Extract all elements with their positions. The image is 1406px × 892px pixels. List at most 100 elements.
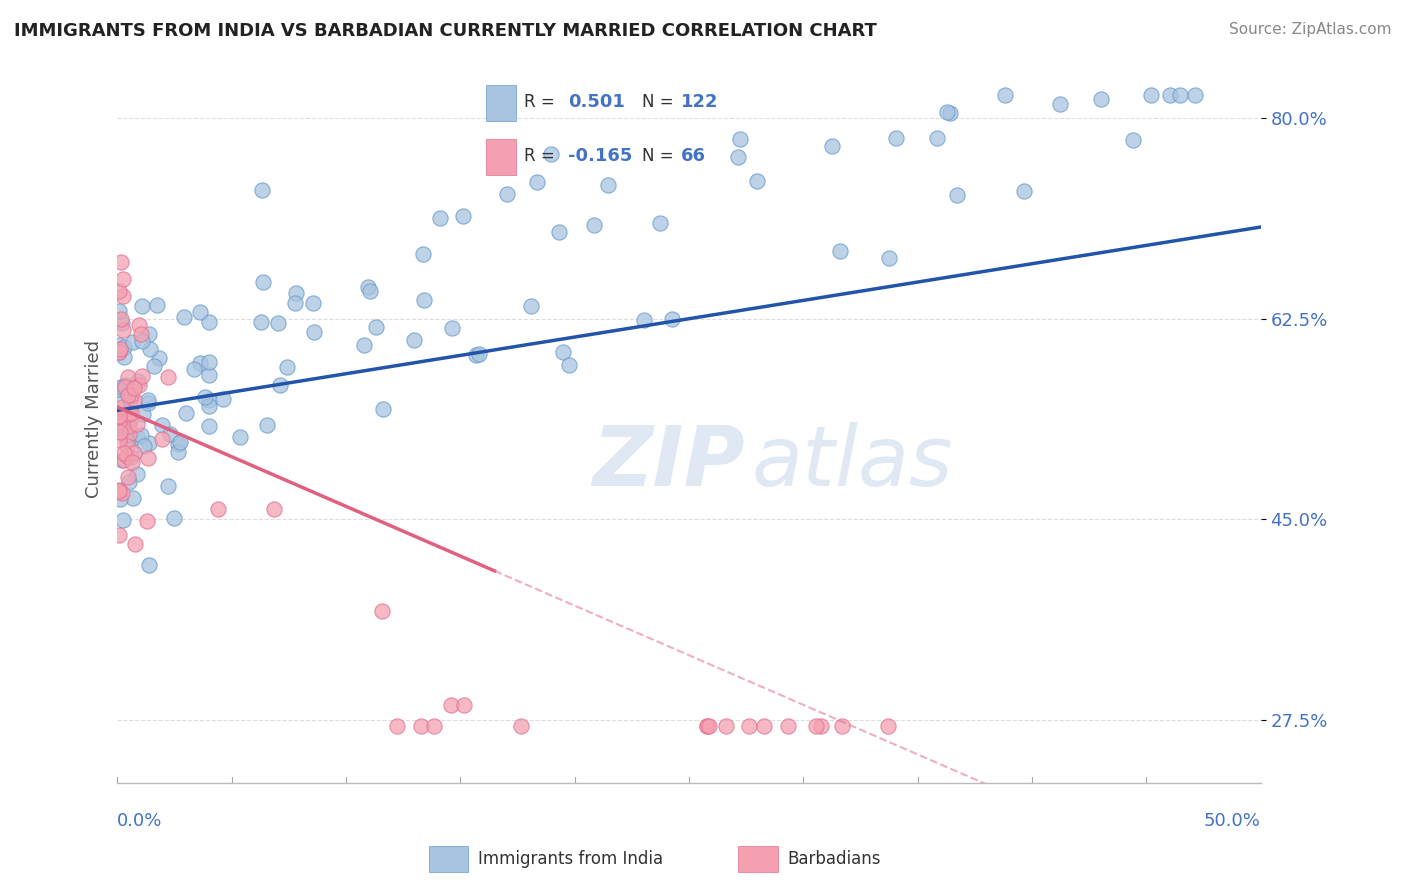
Point	[356, 280, 378, 294]
Point	[429, 211, 451, 225]
Point	[118, 430, 141, 444]
Point	[752, 718, 775, 732]
Point	[582, 218, 605, 232]
Point	[211, 392, 233, 406]
Point	[831, 718, 853, 732]
Point	[136, 451, 159, 466]
Point	[114, 420, 136, 434]
Point	[127, 374, 149, 388]
Point	[108, 410, 131, 425]
Point	[263, 501, 285, 516]
Point	[110, 255, 132, 269]
Point	[131, 407, 153, 421]
Point	[173, 310, 195, 325]
Text: IMMIGRANTS FROM INDIA VS BARBADIAN CURRENTLY MARRIED CORRELATION CHART: IMMIGRANTS FROM INDIA VS BARBADIAN CURRE…	[14, 22, 877, 40]
Point	[145, 297, 167, 311]
Point	[451, 209, 474, 223]
Point	[197, 368, 219, 383]
Point	[108, 484, 131, 499]
Point	[596, 178, 619, 192]
Point	[159, 427, 181, 442]
Point	[112, 452, 135, 467]
Point	[197, 419, 219, 434]
Point	[114, 380, 136, 394]
Point	[127, 417, 149, 431]
Point	[285, 285, 308, 300]
Point	[373, 401, 395, 416]
Point	[118, 404, 141, 418]
Point	[465, 348, 488, 362]
Point	[520, 299, 543, 313]
Point	[108, 433, 131, 447]
Point	[197, 399, 219, 413]
Point	[1122, 133, 1144, 147]
Point	[745, 174, 768, 188]
Point	[1159, 88, 1181, 103]
Point	[121, 454, 143, 468]
Point	[124, 381, 146, 395]
Point	[114, 427, 136, 442]
Point	[125, 467, 148, 481]
Point	[131, 334, 153, 349]
Point	[117, 370, 139, 384]
Point	[359, 284, 381, 298]
Point	[994, 88, 1017, 103]
Text: Source: ZipAtlas.com: Source: ZipAtlas.com	[1229, 22, 1392, 37]
Point	[108, 345, 131, 359]
Point	[402, 333, 425, 347]
Point	[423, 718, 446, 732]
Point	[138, 342, 160, 356]
Point	[117, 440, 139, 454]
Point	[1049, 97, 1071, 112]
Point	[557, 358, 579, 372]
Point	[112, 340, 135, 354]
Point	[661, 312, 683, 326]
Point	[111, 272, 134, 286]
Text: 50.0%: 50.0%	[1204, 812, 1261, 830]
Point	[183, 362, 205, 376]
Point	[804, 718, 827, 732]
Point	[118, 413, 141, 427]
Point	[1090, 92, 1112, 106]
Point	[118, 426, 141, 441]
Point	[120, 406, 142, 420]
Point	[131, 299, 153, 313]
Point	[526, 175, 548, 189]
Point	[228, 430, 250, 444]
Point	[876, 718, 898, 732]
Point	[120, 388, 142, 402]
Point	[939, 106, 962, 120]
Point	[728, 132, 751, 146]
Point	[1184, 88, 1206, 103]
Point	[157, 479, 180, 493]
Point	[453, 698, 475, 712]
Point	[129, 427, 152, 442]
Point	[112, 323, 135, 337]
Point	[467, 346, 489, 360]
Point	[128, 318, 150, 332]
Point	[884, 131, 907, 145]
Point	[108, 483, 131, 497]
Point	[207, 501, 229, 516]
Point	[114, 378, 136, 392]
Point	[440, 698, 463, 712]
Point	[108, 409, 131, 423]
Point	[136, 514, 159, 528]
Point	[111, 486, 134, 500]
Point	[250, 182, 273, 196]
Point	[696, 718, 718, 732]
Point	[112, 380, 135, 394]
Point	[266, 316, 288, 330]
Point	[120, 450, 142, 464]
Point	[1012, 184, 1035, 198]
Point	[441, 321, 464, 335]
Point	[148, 351, 170, 366]
Point	[188, 356, 211, 370]
Point	[117, 434, 139, 448]
Point	[276, 360, 298, 375]
Point	[112, 422, 135, 436]
Point	[111, 380, 134, 394]
Point	[108, 285, 131, 299]
Point	[150, 417, 173, 432]
Point	[108, 415, 131, 429]
